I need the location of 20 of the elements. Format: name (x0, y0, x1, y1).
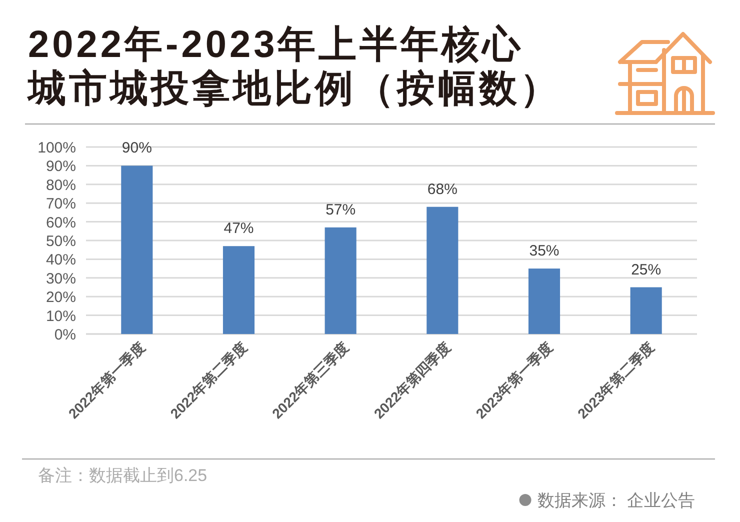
y-tick-label: 20% (46, 289, 76, 306)
y-tick-label: 40% (46, 252, 76, 269)
title: 2022年-2023年上半年核心城市城投拿地比例（按幅数） (28, 24, 561, 110)
y-tick-label: 50% (46, 233, 76, 250)
y-tick-label: 10% (46, 308, 76, 325)
data-label: 68% (427, 180, 458, 198)
data-label: 25% (631, 261, 662, 278)
data-label: 47% (224, 220, 254, 238)
source-note: 数据来源： 企业公告 (537, 491, 695, 510)
y-tick-label: 0% (54, 326, 76, 344)
y-tick-label: 60% (46, 214, 76, 232)
y-tick-label: 30% (46, 270, 76, 288)
y-tick-label: 100% (38, 140, 76, 156)
y-tick-label: 80% (46, 176, 76, 194)
data-label: 90% (122, 140, 152, 157)
data-label: 35% (529, 242, 560, 260)
y-tick-label: 90% (46, 158, 76, 176)
data-label: 57% (326, 201, 356, 218)
y-tick-label: 70% (46, 196, 76, 213)
text: 备注：数据截止到6.25 (38, 466, 208, 485)
